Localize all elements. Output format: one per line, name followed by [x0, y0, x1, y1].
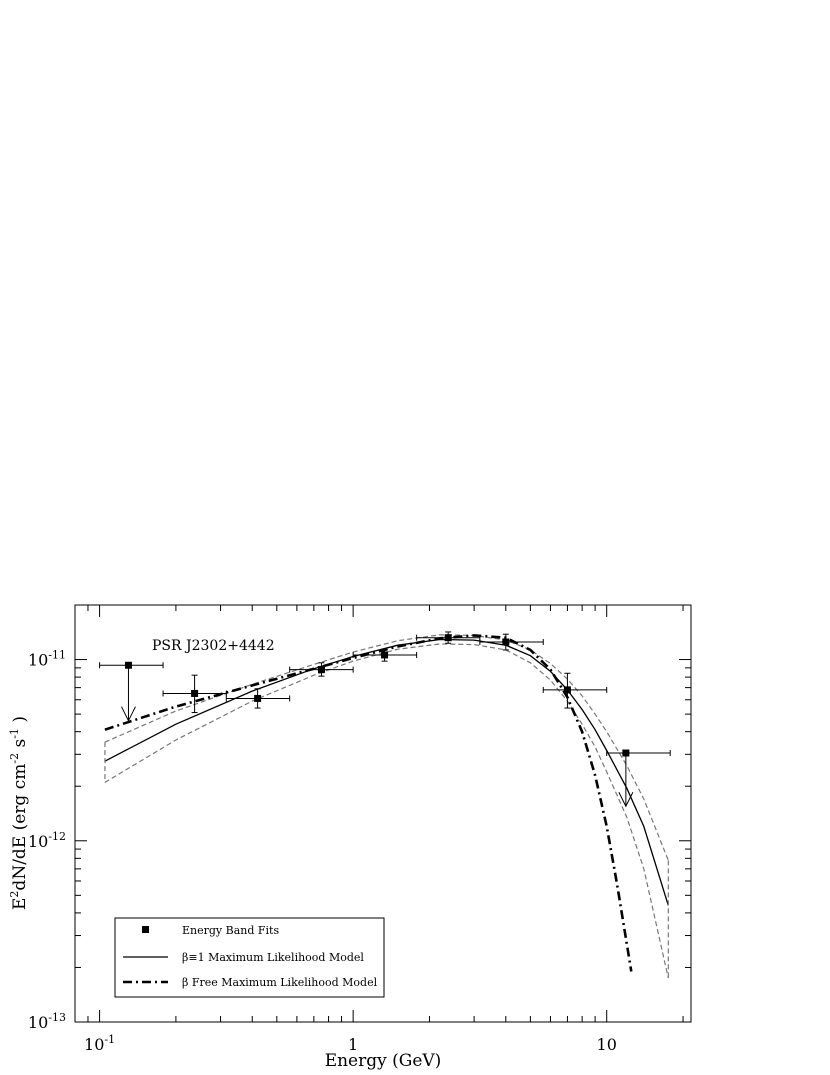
x-tick-label-1: 1 [348, 1035, 358, 1054]
y-tick-label-0: 10-11 [28, 649, 66, 670]
y-tick-label-exponent: -13 [48, 1011, 66, 1024]
legend-label-beta-one: β≡1 Maximum Likelihood Model [182, 951, 364, 964]
point-marker [191, 689, 199, 697]
data-point-6 [479, 633, 544, 651]
y-tick-label-exponent: -11 [48, 649, 66, 662]
x-axis-label: Energy (GeV) [325, 1051, 442, 1071]
model-curve-solid-0 [104, 638, 669, 906]
y-tick-label-1: 10-12 [28, 830, 66, 851]
y-tick-label-base: 10 [28, 651, 48, 670]
legend-marker-square [142, 926, 149, 933]
y-label-end: ) [10, 716, 30, 728]
point-marker [444, 634, 452, 642]
y-tick-label-exponent: -12 [48, 830, 66, 843]
data-point-8 [606, 749, 671, 808]
data-point-5 [416, 631, 481, 644]
point-marker [563, 686, 571, 694]
x-tick-label-base: 10 [84, 1035, 104, 1054]
point-marker [502, 638, 510, 646]
point-marker [254, 694, 262, 702]
axis-ticks [74, 604, 691, 1023]
upper-limit-arrow-head [121, 706, 136, 722]
point-marker [381, 651, 389, 659]
y-axis-label: E2dN/dE (erg cm-2 s-1 ) [8, 716, 30, 910]
energy-band-points [99, 631, 671, 808]
x-tick-label-exponent: -1 [104, 1033, 115, 1046]
y-tick-label-base: 10 [28, 1013, 48, 1032]
x-tick-label-base: 10 [597, 1035, 617, 1054]
point-marker [622, 749, 630, 757]
model-curve-dashed-2 [104, 643, 669, 979]
y-label-sup1: 2 [8, 891, 21, 898]
point-marker [124, 661, 132, 669]
legend: Energy Band Fits β≡1 Maximum Likelihood … [114, 917, 385, 998]
source-annotation: PSR J2302+4442 [152, 638, 275, 654]
legend-label-beta-free: β Free Maximum Likelihood Model [182, 976, 378, 989]
x-tick-label-base: 1 [348, 1035, 358, 1054]
y-label-sup2: -2 [8, 753, 21, 764]
y-tick-label-base: 10 [28, 832, 48, 851]
plot-frame [74, 604, 692, 1023]
upper-limit-arrow-head [618, 792, 634, 808]
data-point-7 [542, 672, 608, 709]
y-label-sup3: -1 [8, 728, 21, 739]
y-label-mid2: s [10, 739, 30, 753]
y-label-base: E [10, 898, 30, 910]
data-point-2 [225, 688, 291, 709]
x-tick-label-0: 10-1 [84, 1033, 115, 1054]
y-tick-label-2: 10-13 [28, 1011, 66, 1032]
x-tick-label-2: 10 [597, 1035, 617, 1054]
data-point-0 [99, 661, 164, 722]
legend-label-band-fits: Energy Band Fits [182, 924, 279, 937]
y-label-mid: dN/dE (erg cm [10, 764, 30, 891]
data-point-3 [289, 662, 354, 677]
data-point-4 [352, 648, 418, 662]
point-marker [317, 666, 325, 674]
legend-box [114, 917, 385, 998]
model-curve-dashed-1 [104, 634, 669, 861]
